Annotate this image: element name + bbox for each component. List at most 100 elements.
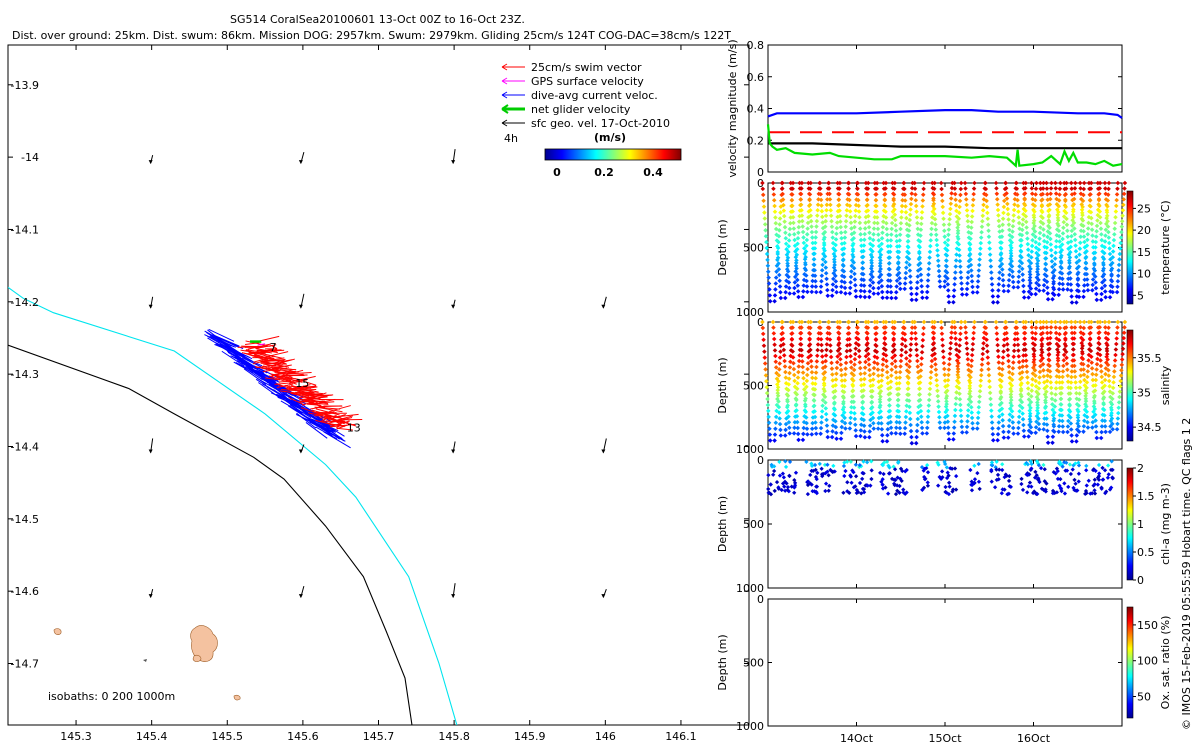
temp-sample-point bbox=[970, 284, 975, 290]
sal-sample-point bbox=[987, 378, 992, 384]
temp-sample-point bbox=[1001, 288, 1007, 294]
sal-sample-point bbox=[790, 319, 796, 325]
temp-sample-point bbox=[1009, 253, 1014, 259]
sal-sample-point bbox=[1060, 374, 1065, 380]
sal-sample-point bbox=[1027, 402, 1032, 408]
geo-velocity-arrowhead bbox=[298, 594, 303, 599]
sal-sample-point bbox=[969, 363, 974, 369]
temp-sample-point bbox=[893, 290, 899, 295]
chl-sample-point bbox=[1068, 471, 1073, 477]
sal-sample-point bbox=[1049, 319, 1054, 325]
sal-sample-point bbox=[793, 402, 799, 407]
temp-sample-point bbox=[951, 288, 957, 293]
sal-sample-point bbox=[1099, 429, 1104, 435]
temp-sample-point bbox=[1098, 226, 1104, 231]
sal-sample-point bbox=[892, 358, 898, 364]
temp-sample-point bbox=[822, 254, 828, 259]
sal-sample-point bbox=[1089, 366, 1095, 371]
sal-sample-point bbox=[948, 335, 954, 341]
temp-sample-point bbox=[803, 273, 809, 278]
temp-sample-point bbox=[819, 268, 825, 273]
velocity-panel-frame bbox=[767, 44, 1123, 173]
sal-sample-point bbox=[935, 393, 941, 399]
temp-sample-point bbox=[1096, 197, 1102, 203]
temp-sample-point bbox=[915, 280, 920, 285]
sal-sample-point bbox=[848, 353, 853, 359]
sal-sample-point bbox=[916, 381, 922, 386]
map-y-tick-label: -14.3 bbox=[11, 368, 39, 381]
temp-sample-point bbox=[898, 286, 903, 292]
colorbar-tick-label: 0 bbox=[1137, 574, 1144, 587]
sal-sample-point bbox=[942, 378, 948, 383]
sal-sample-point bbox=[952, 330, 958, 336]
sal-sample-point bbox=[839, 424, 845, 430]
temp-sample-point bbox=[1107, 294, 1113, 300]
temp-sample-point bbox=[1069, 228, 1075, 234]
sal-sample-point bbox=[1016, 359, 1022, 365]
sal-sample-point bbox=[972, 319, 977, 325]
sal-sample-point bbox=[880, 367, 885, 373]
sal-sample-point bbox=[1092, 406, 1098, 412]
chl-sample-point bbox=[842, 460, 847, 465]
sal-sample-point bbox=[1005, 342, 1010, 347]
temp-sample-point bbox=[1049, 259, 1055, 264]
temp-sample-point bbox=[906, 256, 912, 262]
sal-sample-point bbox=[966, 402, 971, 408]
sal-sample-point bbox=[956, 349, 962, 354]
sal-sample-point bbox=[1033, 378, 1039, 384]
temp-sample-point bbox=[773, 281, 779, 286]
sal-sample-point bbox=[871, 426, 877, 431]
temp-sample-point bbox=[944, 258, 949, 263]
sal-sample-point bbox=[1099, 424, 1105, 429]
sal-sample-point bbox=[917, 392, 922, 397]
sal-sample-point bbox=[1031, 357, 1037, 362]
sal-sample-point bbox=[908, 416, 913, 422]
temp-sample-point bbox=[1052, 256, 1058, 261]
temp-sample-point bbox=[869, 269, 875, 274]
sal-sample-point bbox=[1033, 373, 1038, 378]
temp-sample-point bbox=[1037, 236, 1042, 241]
sal-sample-point bbox=[835, 325, 841, 330]
sal-sample-point bbox=[871, 371, 876, 377]
sal-sample-point bbox=[883, 347, 888, 353]
swim-vector bbox=[299, 399, 325, 403]
sal-sample-point bbox=[889, 361, 895, 366]
temp-sample-point bbox=[1116, 273, 1121, 279]
sal-sample-point bbox=[1118, 378, 1123, 384]
temp-sample-point bbox=[1027, 275, 1033, 280]
sal-sample-point bbox=[852, 411, 857, 416]
sal-sample-point bbox=[879, 421, 884, 426]
sal-sample-point bbox=[899, 341, 905, 347]
chl-sample-point bbox=[925, 480, 930, 485]
chl-sample-point bbox=[843, 468, 848, 474]
dac-vector bbox=[289, 404, 312, 419]
sal-sample-point bbox=[1108, 394, 1113, 400]
map-x-tick-label: 146.1 bbox=[665, 730, 697, 743]
chl-sample-point bbox=[1106, 472, 1111, 477]
temp-sample-point bbox=[1106, 240, 1112, 246]
temp-sample-point bbox=[1084, 277, 1090, 282]
temp-sample-point bbox=[1023, 214, 1029, 219]
temp-sample-point bbox=[1081, 294, 1086, 300]
swim-vector bbox=[336, 427, 353, 431]
sal-sample-point bbox=[957, 343, 962, 348]
sal-sample-point bbox=[869, 394, 874, 399]
legend-geo-arrow-icon bbox=[501, 119, 508, 127]
sal-sample-point bbox=[1006, 429, 1011, 435]
isobath-200m bbox=[8, 286, 458, 725]
sal-sample-point bbox=[783, 421, 789, 427]
velocity-y-tick-label: 0.4 bbox=[747, 103, 765, 116]
colorbar-tick-label: 10 bbox=[1137, 268, 1151, 281]
sal-sample-point bbox=[1112, 363, 1117, 369]
sal-sample-point bbox=[1011, 360, 1016, 365]
sal-sample-point bbox=[1056, 369, 1062, 374]
sal-sample-point bbox=[762, 361, 768, 366]
temp-sample-point bbox=[1032, 223, 1037, 229]
sal-sample-point bbox=[964, 424, 970, 430]
sal-sample-point bbox=[1034, 419, 1039, 424]
temp-sample-point bbox=[975, 279, 981, 284]
sal-sample-point bbox=[841, 399, 846, 405]
chl-sample-point bbox=[1005, 492, 1010, 497]
map-x-tick-label: 145.9 bbox=[514, 730, 546, 743]
dac-vector bbox=[319, 420, 345, 437]
